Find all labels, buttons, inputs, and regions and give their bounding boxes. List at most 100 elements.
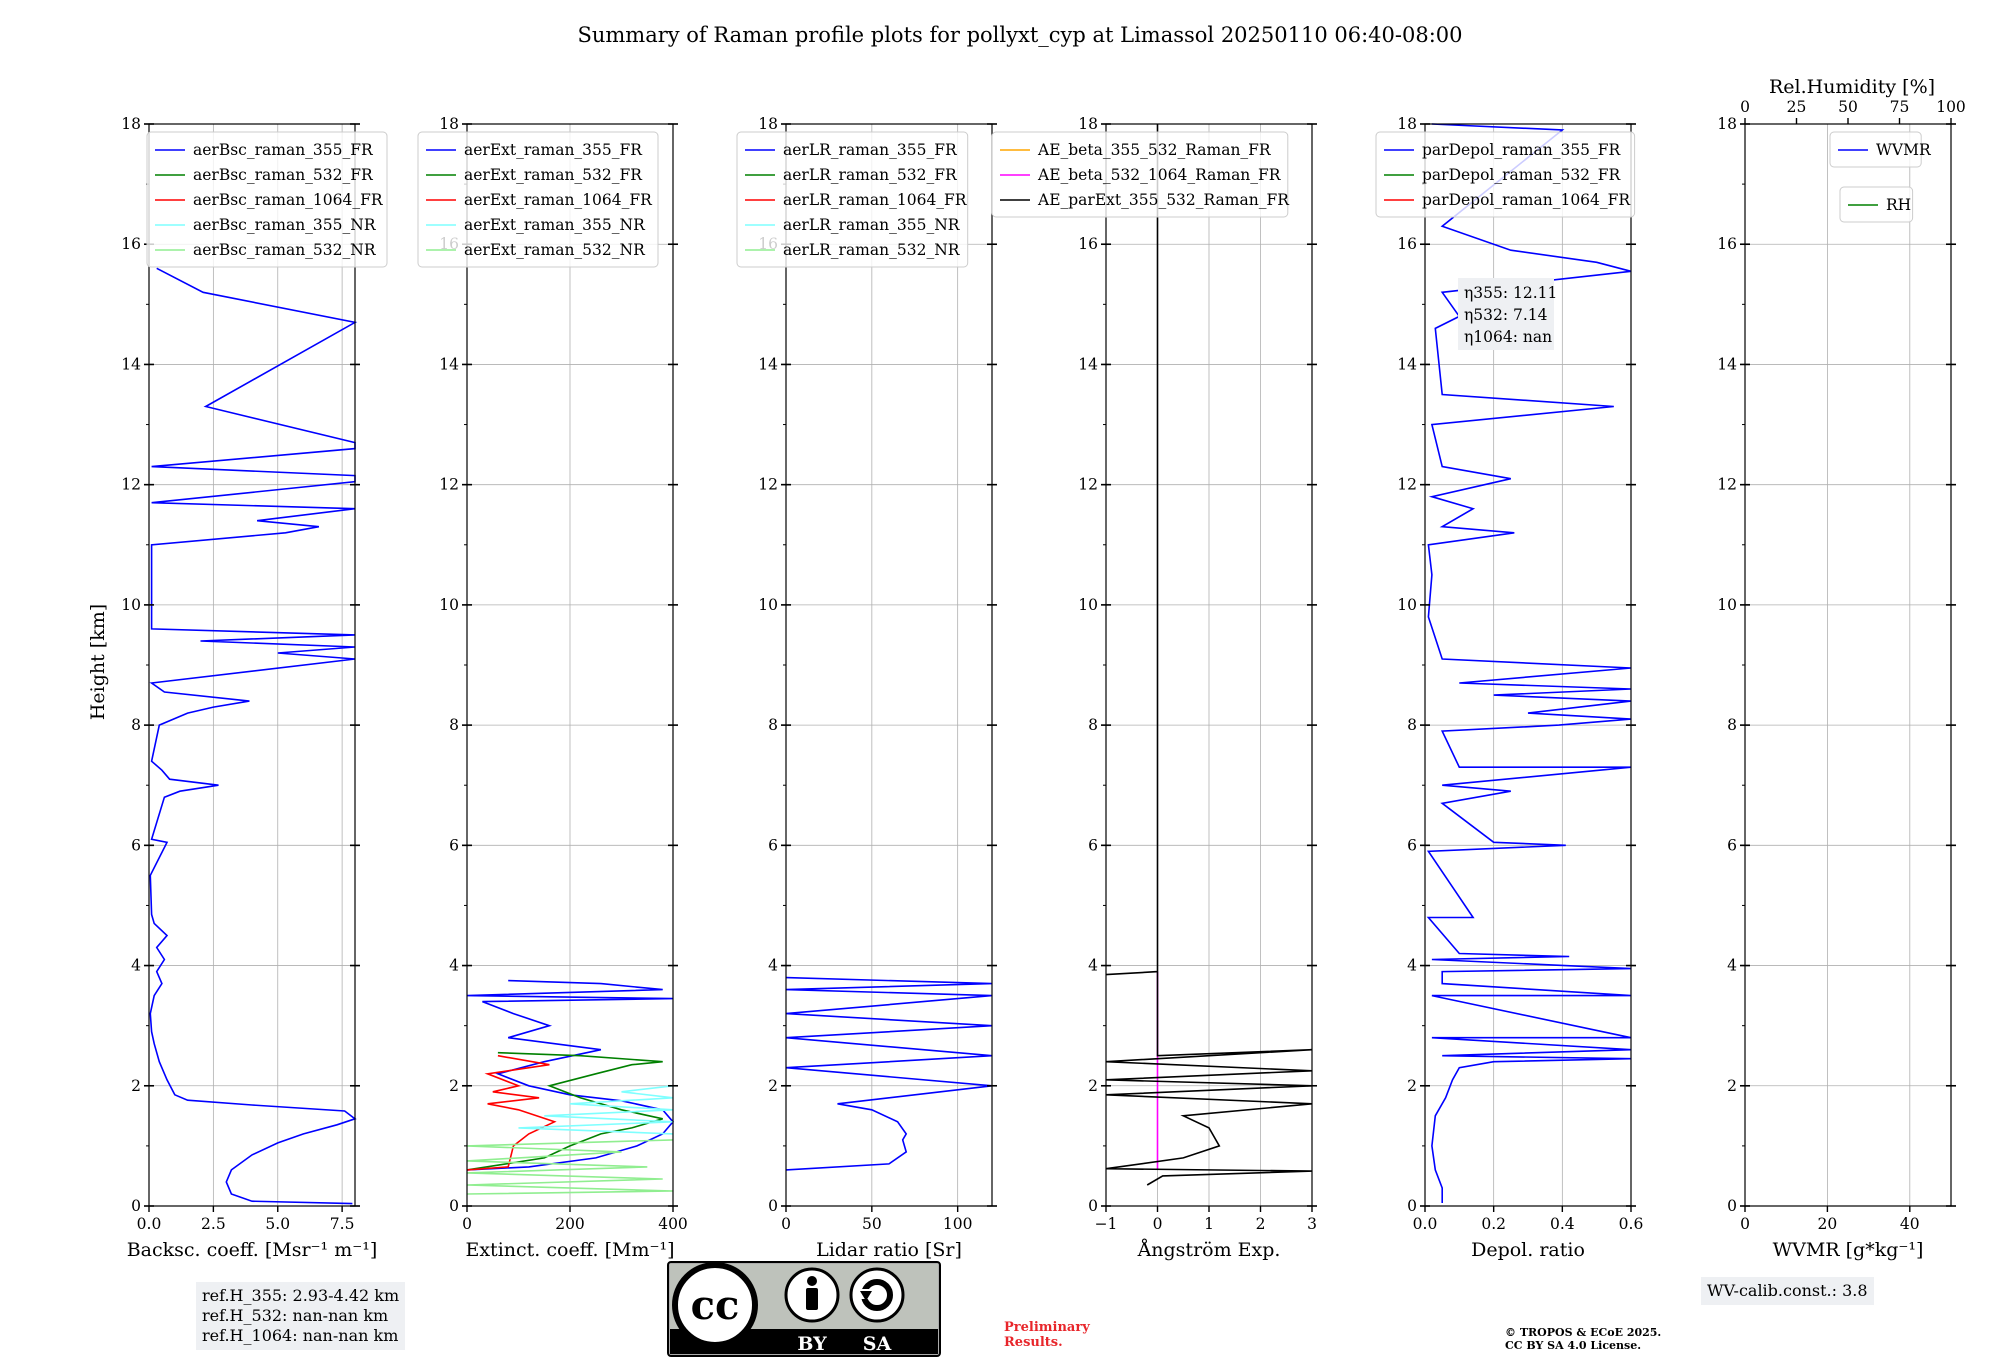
legend-bsc: aerBsc_raman_355_FR aerBsc_raman_532_FRae… [146,131,388,268]
ytick-label-0: 0 [1727,1197,1737,1215]
legend-label-RH: RH [1886,196,1911,214]
top-xtick-label-25: 25 [1787,98,1807,116]
axes-frame-wv [1744,123,1952,1207]
ytick-label-2: 2 [1407,1077,1417,1095]
legend-wvmr-frame [1829,131,1922,168]
panel-depol: 0 2 4 6 8 10 12 14 16 18 0.0 0.2 0.4 0.6 Depol. ratio p… [1375,115,1644,1261]
legend-label-aerExt_raman_532_NR: aerExt_raman_532_NR [464,241,646,259]
legend-label-aerLR_raman_355_NR: aerLR_raman_355_NR [783,216,961,234]
x-axis-label-depol: Depol. ratio [1471,1239,1585,1261]
xtick-label-0: 0.0 [137,1215,162,1233]
copyright-note: © TROPOS & ECoE 2025. CC BY SA 4.0 Licen… [1505,1326,1661,1352]
legend-ext: aerExt_raman_355_FR aerExt_raman_532_FRae… [417,131,659,268]
panel-bsc: 0 2 4 6 8 10 12 14 16 18 0.0 2.5 5.0 7.5 Backsc. coeff… [121,115,388,1261]
xtick-label-7.5: 7.5 [330,1215,355,1233]
legend-label-aerLR_raman_532_NR: aerLR_raman_532_NR [783,241,961,259]
legend-depol-frame [1375,131,1636,218]
ytick-label-0: 0 [768,1197,778,1215]
ytick-label-6: 6 [768,836,778,854]
ytick-label-16: 16 [1397,235,1417,253]
cc-by-sa-logo: cc BY SA [667,1261,941,1357]
legend-ae: AE_beta_355_532_Raman_FR AE_beta_532_1064… [991,131,1290,218]
ytick-label-6: 6 [1727,836,1737,854]
xtick-label-5: 5.0 [265,1215,290,1233]
x-axis-label-bsc: Backsc. coeff. [Msr⁻¹ m⁻¹] [127,1239,378,1261]
figure-title: Summary of Raman profile plots for polly… [577,23,1462,47]
ytick-label-0: 0 [1088,1197,1098,1215]
xtick-label-2: 2 [1256,1215,1266,1233]
legend-wvmr: WVMR [1829,131,1932,168]
legend-label-AE_beta_532_1064_Raman_FR: AE_beta_532_1064_Raman_FR [1037,166,1282,184]
y-axis-label: Height [km] [87,604,109,720]
ytick-label-16: 16 [1078,235,1098,253]
ytick-label-8: 8 [131,716,141,734]
ytick-label-18: 18 [1717,115,1737,133]
ytick-label-12: 12 [1717,476,1737,494]
top-xtick-label-75: 75 [1890,98,1910,116]
ytick-label-4: 4 [1407,957,1417,975]
series-aerLR_raman_355_FR [785,976,993,1171]
ytick-label-8: 8 [1727,716,1737,734]
ytick-label-18: 18 [1397,115,1417,133]
legend-label-parDepol_raman_1064_FR: parDepol_raman_1064_FR [1422,191,1631,209]
ytick-label-4: 4 [1088,957,1098,975]
series-parDepol_raman_355_FR [1426,123,1632,1203]
x-axis-label-ae: Ångström Exp. [1137,1239,1281,1261]
ytick-label-4: 4 [131,957,141,975]
xtick-label-100: 100 [943,1215,973,1233]
xtick-label-0: 0 [781,1215,791,1233]
top-xtick-label-0: 0 [1740,98,1750,116]
xtick-label-0.4: 0.4 [1550,1215,1575,1233]
legend-label-aerExt_raman_532_FR: aerExt_raman_532_FR [464,166,643,184]
cc-text: cc [691,1282,740,1329]
legend-label-aerBsc_raman_532_NR: aerBsc_raman_532_NR [193,241,377,259]
xtick-label-0: 0 [1740,1215,1750,1233]
annotation-line-0: η355: 12.11 [1464,284,1557,302]
cc-by-text: BY [797,1333,827,1355]
xtick-label-0.6: 0.6 [1619,1215,1644,1233]
ytick-label-14: 14 [439,355,459,373]
legend-label-aerLR_raman_532_FR: aerLR_raman_532_FR [783,166,958,184]
legend-label-aerLR_raman_355_FR: aerLR_raman_355_FR [783,141,958,159]
ytick-label-14: 14 [1078,355,1098,373]
prelim-line-1: Preliminary [1004,1320,1090,1335]
ytick-label-12: 12 [439,476,459,494]
ytick-label-8: 8 [449,716,459,734]
cc-sa-text: SA [863,1333,892,1355]
top-axis-label: Rel.Humidity [%] [1769,76,1935,98]
legend-label-AE_parExt_355_532_Raman_FR: AE_parExt_355_532_Raman_FR [1037,191,1290,209]
ytick-label-2: 2 [131,1077,141,1095]
ytick-label-2: 2 [449,1077,459,1095]
series-aerBsc_raman_355_FR [149,267,358,1205]
panel-lr: 024681012141618050100Lidar ratio [Sr]aer… [736,115,997,1261]
annotation-bg [1458,278,1554,350]
ytick-label-6: 6 [1407,836,1417,854]
ytick-label-14: 14 [1717,355,1737,373]
copyright-line-2: CC BY SA 4.0 License. [1505,1339,1642,1352]
ytick-label-0: 0 [1407,1197,1417,1215]
legend-depol: parDepol_raman_355_FR parDepol_raman_532_… [1375,131,1636,218]
legend-lr: aerLR_raman_355_FR aerLR_raman_532_FR aerL… [736,131,969,268]
legend-label-parDepol_raman_532_FR: parDepol_raman_532_FR [1422,166,1622,184]
legend-label-aerBsc_raman_355_NR: aerBsc_raman_355_NR [193,216,377,234]
ytick-label-2: 2 [1088,1077,1098,1095]
ytick-label-10: 10 [439,596,459,614]
legend-rh: RH [1839,186,1914,223]
ytick-label-10: 10 [758,596,778,614]
legend-lr-frame [736,131,969,268]
ytick-label-0: 0 [449,1197,459,1215]
series-aerExt_raman_532_FR [466,1051,663,1171]
ytick-label-10: 10 [1078,596,1098,614]
series-aerExt_raman_355_NR [518,1085,674,1135]
ytick-label-10: 10 [121,596,141,614]
panel-ext: 0246810121416180200400Extinct. coeff. [M… [417,115,688,1261]
copyright-line-1: © TROPOS & ECoE 2025. [1505,1326,1662,1339]
ytick-label-12: 12 [758,476,778,494]
x-axis-label-ext: Extinct. coeff. [Mm⁻¹] [465,1239,674,1261]
legend-bsc-frame [146,131,388,268]
ytick-label-16: 16 [121,235,141,253]
